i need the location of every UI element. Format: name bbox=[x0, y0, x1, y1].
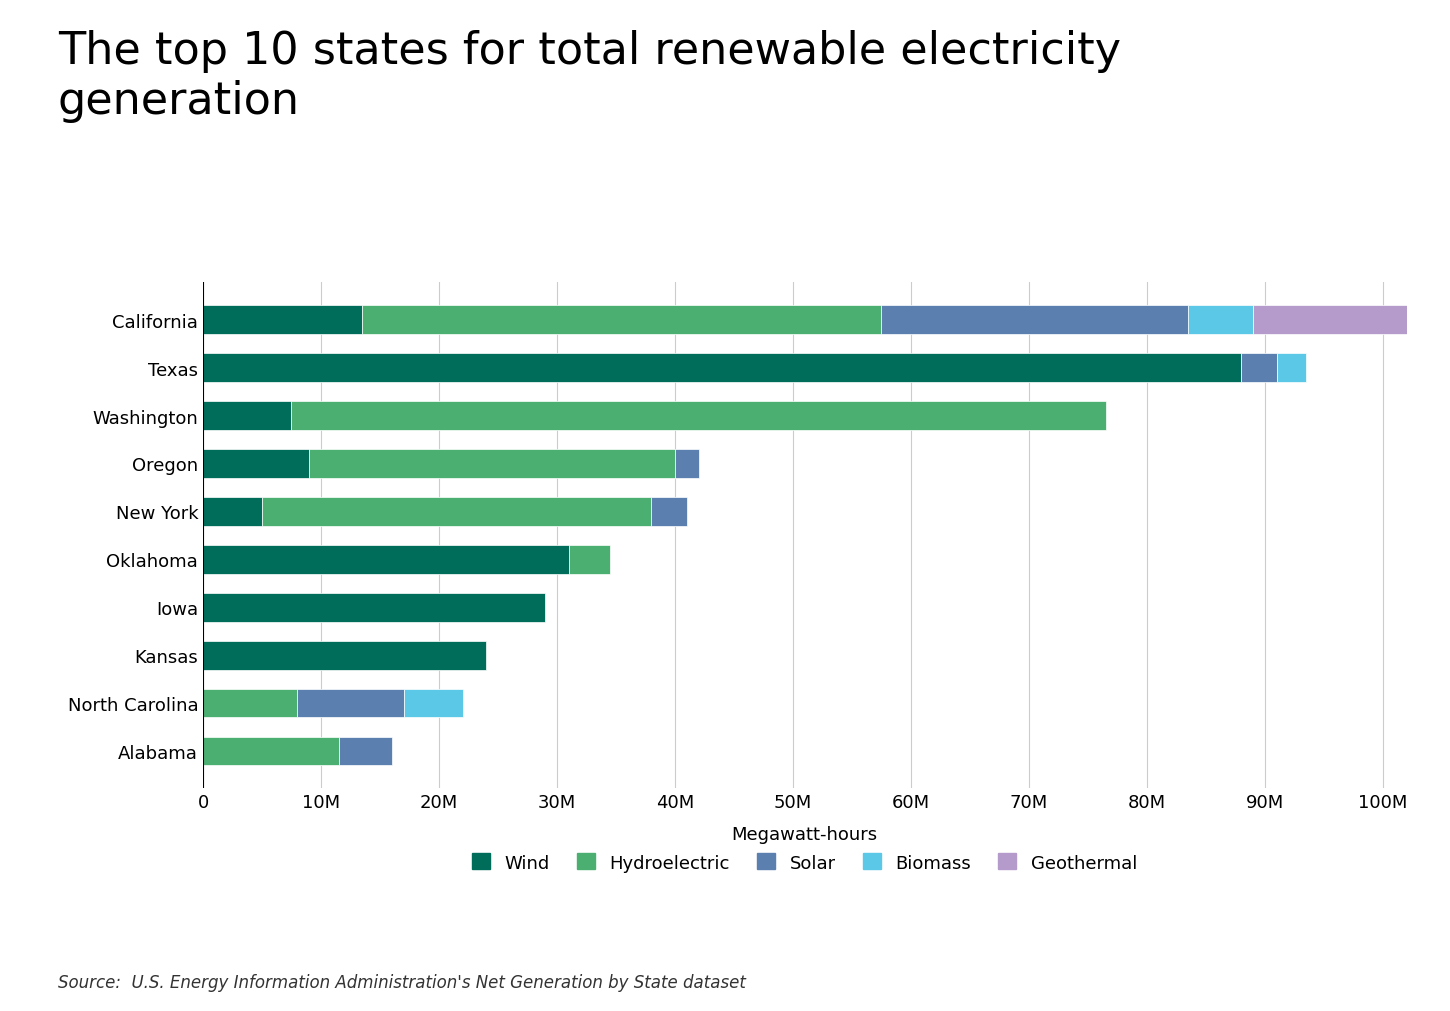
Bar bbox=[291, 401, 1105, 431]
Bar bbox=[203, 401, 291, 431]
Bar bbox=[1276, 354, 1306, 382]
X-axis label: Megawatt-hours: Megawatt-hours bbox=[732, 825, 877, 843]
Bar bbox=[262, 497, 651, 527]
Bar bbox=[203, 737, 339, 765]
Bar bbox=[1241, 354, 1276, 382]
Bar bbox=[339, 737, 392, 765]
Bar bbox=[203, 545, 568, 574]
Bar bbox=[203, 354, 1241, 382]
Bar bbox=[1253, 306, 1406, 335]
Bar bbox=[309, 450, 674, 478]
Text: Source:  U.S. Energy Information Administration's Net Generation by State datase: Source: U.S. Energy Information Administ… bbox=[58, 973, 745, 991]
Bar bbox=[403, 690, 463, 718]
Bar bbox=[203, 641, 486, 670]
Bar bbox=[882, 306, 1188, 335]
Bar bbox=[568, 545, 610, 574]
Bar bbox=[674, 450, 699, 478]
Bar bbox=[203, 497, 262, 527]
Bar bbox=[203, 450, 309, 478]
Bar bbox=[1188, 306, 1253, 335]
Bar bbox=[203, 690, 297, 718]
Bar bbox=[297, 690, 403, 718]
Bar bbox=[203, 306, 362, 335]
Bar bbox=[362, 306, 882, 335]
Bar bbox=[651, 497, 687, 527]
Legend: Wind, Hydroelectric, Solar, Biomass, Geothermal: Wind, Hydroelectric, Solar, Biomass, Geo… bbox=[464, 844, 1146, 881]
Bar bbox=[203, 593, 545, 622]
Text: The top 10 states for total renewable electricity
generation: The top 10 states for total renewable el… bbox=[58, 30, 1121, 123]
